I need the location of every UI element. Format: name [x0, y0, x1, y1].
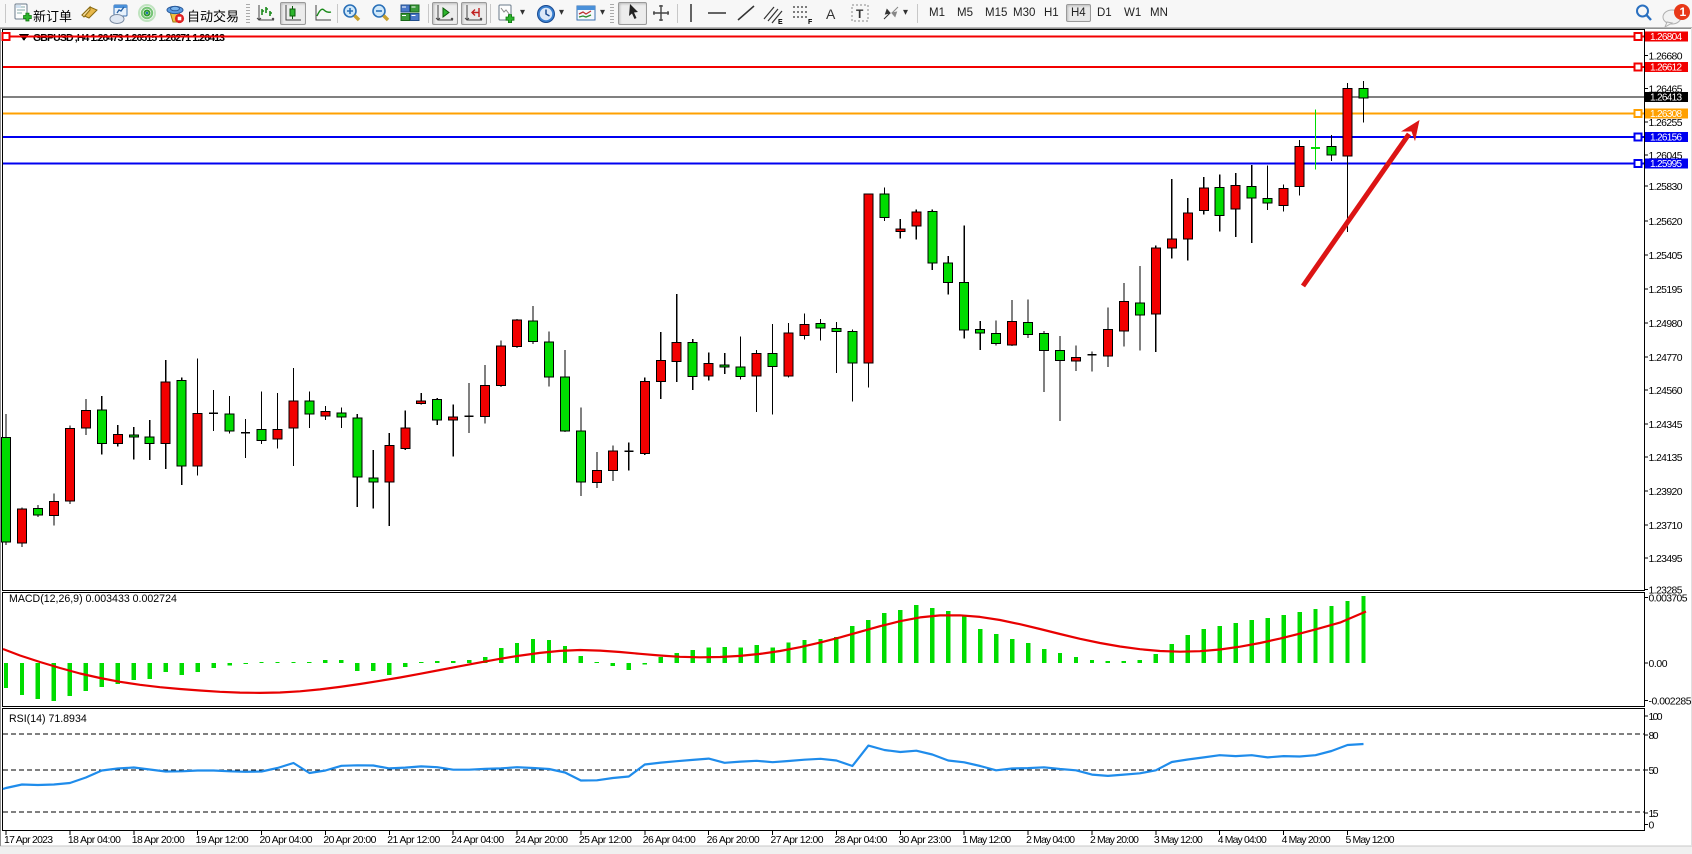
- svg-text:GBPUSD ,H4 1.26473 1.26515 1.: GBPUSD ,H4 1.26473 1.26515 1.26271 1.264…: [33, 32, 225, 44]
- svg-text:1.25830: 1.25830: [1649, 182, 1683, 193]
- svg-text:1.26680: 1.26680: [1649, 52, 1683, 63]
- svg-text:3 May 12:00: 3 May 12:00: [1154, 835, 1203, 846]
- svg-text:20 Apr 20:00: 20 Apr 20:00: [323, 835, 376, 846]
- svg-text:RSI(14) 71.8934: RSI(14) 71.8934: [9, 713, 87, 725]
- svg-text:20 Apr 04:00: 20 Apr 04:00: [260, 835, 313, 846]
- svg-text:F: F: [808, 19, 813, 25]
- svg-text:0.00: 0.00: [1649, 659, 1668, 670]
- svg-text:25 Apr 12:00: 25 Apr 12:00: [579, 835, 632, 846]
- svg-text:1.24770: 1.24770: [1649, 353, 1683, 364]
- svg-text:1.24980: 1.24980: [1649, 319, 1683, 330]
- svg-text:1 May 12:00: 1 May 12:00: [962, 835, 1011, 846]
- svg-text:18 Apr 20:00: 18 Apr 20:00: [132, 835, 185, 846]
- svg-text:1.26308: 1.26308: [1650, 109, 1682, 120]
- svg-text:100: 100: [1649, 712, 1663, 723]
- svg-text:-0.002285: -0.002285: [1649, 697, 1692, 708]
- svg-text:17 Apr 2023: 17 Apr 2023: [4, 835, 53, 846]
- svg-text:1.23495: 1.23495: [1649, 554, 1683, 565]
- svg-text:24 Apr 20:00: 24 Apr 20:00: [515, 835, 568, 846]
- svg-text:1.26413: 1.26413: [1650, 93, 1682, 104]
- svg-text:1.25195: 1.25195: [1649, 285, 1683, 296]
- svg-text:80: 80: [1649, 731, 1659, 742]
- svg-text:1.23920: 1.23920: [1649, 487, 1683, 498]
- svg-text:1.26255: 1.26255: [1649, 118, 1683, 129]
- svg-text:21 Apr 12:00: 21 Apr 12:00: [387, 835, 440, 846]
- svg-text:15: 15: [1649, 809, 1659, 820]
- svg-text:2 May 20:00: 2 May 20:00: [1090, 835, 1139, 846]
- svg-text:50: 50: [1649, 766, 1659, 777]
- svg-text:1.26156: 1.26156: [1650, 133, 1682, 144]
- svg-text:T: T: [856, 7, 864, 21]
- svg-text:1.23285: 1.23285: [1649, 586, 1683, 597]
- svg-text:1.25405: 1.25405: [1649, 251, 1683, 262]
- svg-text:4 May 20:00: 4 May 20:00: [1282, 835, 1331, 846]
- svg-text:MACD(12,26,9) 0.003433 0.00272: MACD(12,26,9) 0.003433 0.002724: [9, 593, 177, 605]
- svg-text:26 Apr 20:00: 26 Apr 20:00: [707, 835, 760, 846]
- svg-text:1.26612: 1.26612: [1650, 63, 1682, 74]
- svg-text:1.24135: 1.24135: [1649, 453, 1683, 464]
- svg-text:2 May 04:00: 2 May 04:00: [1026, 835, 1075, 846]
- svg-text:1: 1: [1680, 5, 1687, 19]
- svg-text:0: 0: [1649, 821, 1655, 832]
- svg-text:1.26465: 1.26465: [1649, 85, 1683, 96]
- svg-text:19 Apr 12:00: 19 Apr 12:00: [196, 835, 249, 846]
- svg-text:1.24345: 1.24345: [1649, 420, 1683, 431]
- svg-text:1.26045: 1.26045: [1649, 151, 1683, 162]
- svg-text:18 Apr 04:00: 18 Apr 04:00: [68, 835, 121, 846]
- svg-text:1.25620: 1.25620: [1649, 217, 1683, 228]
- svg-text:5 May 12:00: 5 May 12:00: [1345, 835, 1394, 846]
- svg-text:27 Apr 12:00: 27 Apr 12:00: [771, 835, 824, 846]
- svg-text:4 May 04:00: 4 May 04:00: [1218, 835, 1267, 846]
- svg-text:30 Apr 23:00: 30 Apr 23:00: [898, 835, 951, 846]
- svg-text:E: E: [778, 19, 783, 25]
- svg-text:1.25995: 1.25995: [1650, 159, 1682, 170]
- svg-text:1.23710: 1.23710: [1649, 521, 1683, 532]
- svg-text:1.26804: 1.26804: [1650, 32, 1682, 43]
- svg-text:1.24560: 1.24560: [1649, 386, 1683, 397]
- svg-text:28 Apr 04:00: 28 Apr 04:00: [834, 835, 887, 846]
- svg-text:0.003705: 0.003705: [1649, 594, 1688, 605]
- svg-text:26 Apr 04:00: 26 Apr 04:00: [643, 835, 696, 846]
- svg-text:24 Apr 04:00: 24 Apr 04:00: [451, 835, 504, 846]
